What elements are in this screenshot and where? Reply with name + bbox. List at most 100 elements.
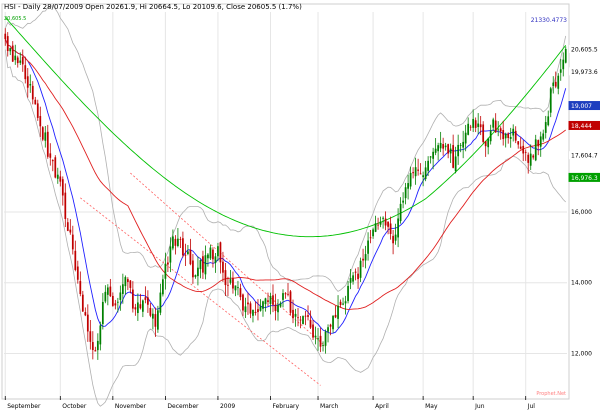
candle [119,285,122,311]
candle [182,231,184,258]
candle-body [252,309,254,316]
candle-body [244,306,247,313]
candle [172,229,174,251]
candle-body [187,251,189,254]
candle [96,333,99,360]
candle [104,285,107,304]
candle [559,59,562,81]
x-tick-label: 2009 [220,403,235,410]
candle [184,243,187,267]
candle-body [459,144,462,146]
candle [227,276,229,297]
candle-body [36,103,39,118]
candle-body [14,55,17,61]
candle-body [449,148,452,154]
candle-body [412,172,414,174]
price-label-text: 19,973.6 [571,69,598,76]
candle-body [94,350,97,352]
price-label-bg [569,151,600,160]
candle [357,267,359,289]
candle-body [272,295,274,305]
candle [39,106,42,138]
candle [106,284,109,306]
candle-body [524,151,527,153]
candle-body [532,155,535,158]
candle [204,245,207,280]
candle [254,301,257,316]
candle [247,292,249,315]
candle-body [422,175,424,178]
candle [269,292,272,315]
candle-body [447,144,450,154]
candle [422,171,424,187]
candle-body [514,130,517,141]
candle [557,73,560,95]
candle-body [327,327,329,332]
candle [129,280,132,294]
candle-body [517,141,520,145]
candle [304,311,307,326]
candle-body [64,192,67,219]
candle [452,134,455,169]
candle [324,329,327,354]
candle [454,146,457,174]
candle [507,132,510,144]
candle-body [294,313,297,317]
ma-long-line [4,17,567,238]
candle-body [257,309,259,313]
candle-body [41,127,44,140]
candle-body [322,344,324,346]
candle-body [557,75,560,89]
candle-body [96,340,99,351]
candle-body [564,48,567,63]
candle [197,256,199,286]
candle-body [74,250,77,270]
candle-body [539,136,542,147]
candle-body [134,307,137,310]
candle [329,323,332,336]
price-label-bg [569,67,600,76]
candle [287,283,289,297]
candle-body [232,278,234,289]
candle-body [537,140,540,147]
candle-body [394,234,397,241]
candle-body [372,229,374,237]
candle-body [349,277,352,283]
candle [429,156,432,164]
candle-body [367,240,369,254]
candle-body [264,298,267,305]
price-label: 16,976.3 [568,172,600,182]
lower-band-line [4,49,566,407]
candle [424,160,427,182]
candle-body [169,246,172,263]
source-label: Prophet.Net [536,391,566,397]
candle-body [56,174,59,179]
candle-body [287,293,289,295]
candle [64,183,67,228]
candle-body [404,187,407,199]
candle [81,290,84,312]
candle [9,47,12,56]
price-label: 17,604.7 [569,151,600,160]
candle [124,275,127,295]
candle-body [487,138,490,148]
candle [84,307,87,317]
candle [46,124,49,159]
candle-body [279,303,282,307]
candle [502,120,505,146]
candle-body [282,293,284,300]
candle [419,163,422,175]
candle-body [497,129,500,131]
candle-body [54,157,57,178]
candle [179,236,182,249]
candle-body [34,99,37,105]
price-label: 18,444 [568,120,600,130]
candle-body [307,315,309,317]
candle [209,244,212,260]
candle-body [49,153,52,158]
moving-averages [4,17,567,334]
price-label-text: 19,007 [571,103,592,110]
x-tick-label: Jun [474,403,485,410]
candle-body [177,238,179,246]
candle-body [29,84,32,86]
